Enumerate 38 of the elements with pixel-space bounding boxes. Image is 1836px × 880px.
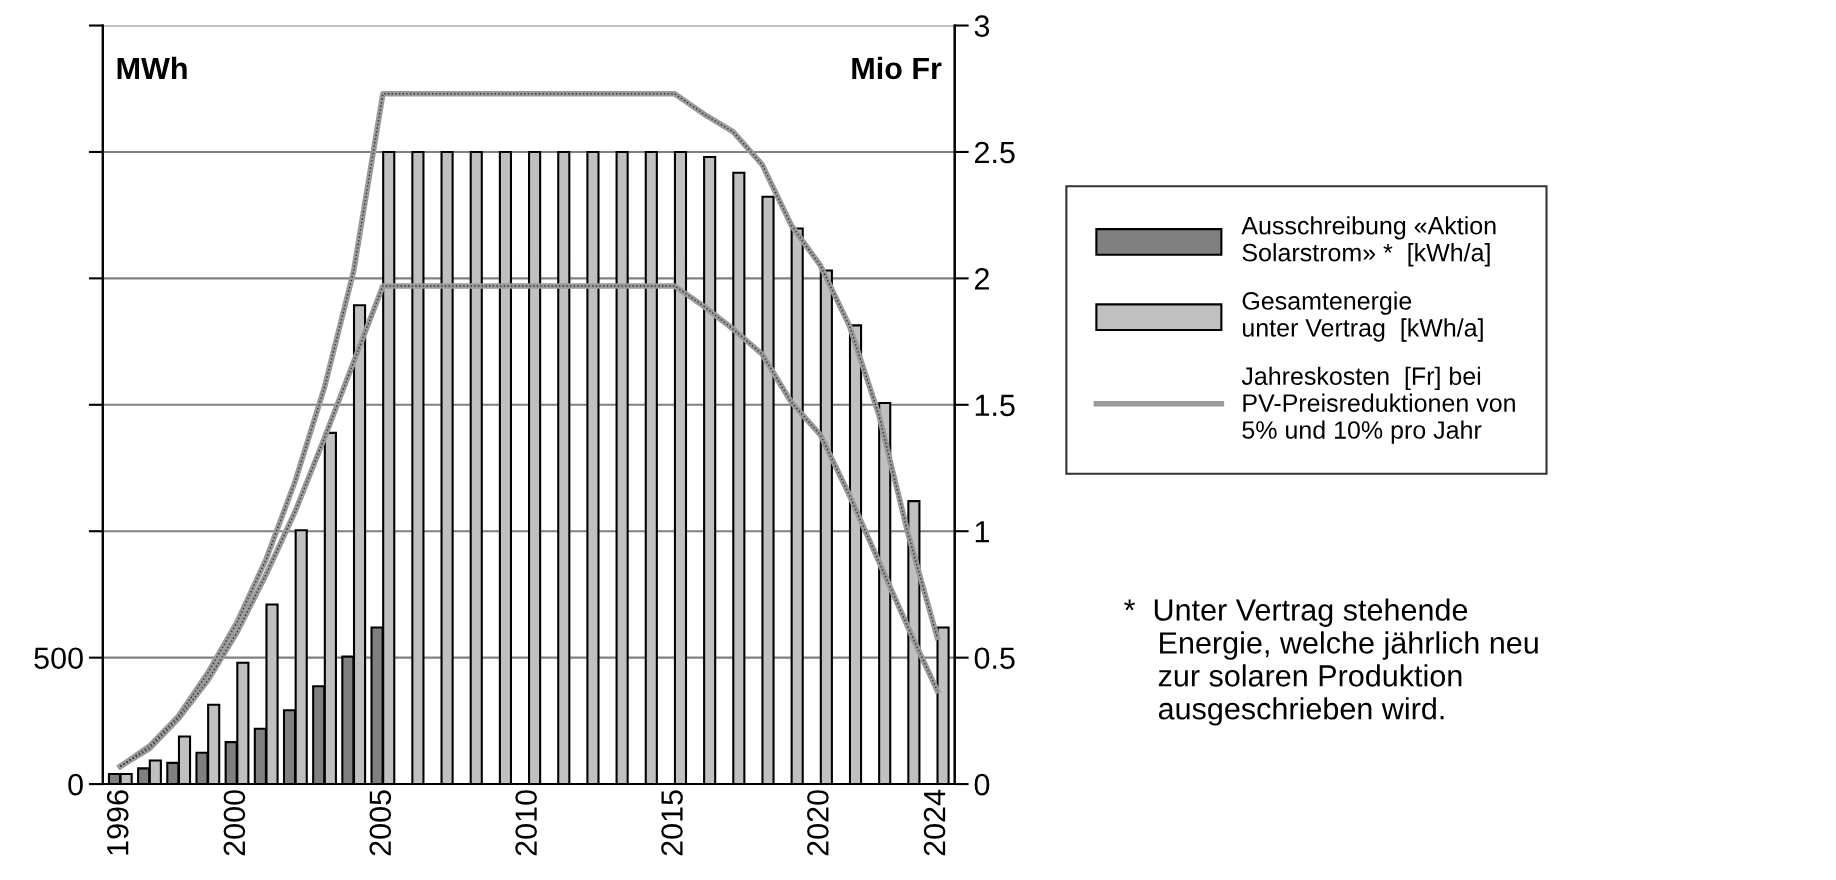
- x-tick-label: 1996: [106, 790, 129, 855]
- text: * Unter Vertrag stehende Energie, welche jährlich neu zur solaren Produktion ausgeschrieben wird.: [1124, 598, 1538, 726]
- bar: [848, 324, 863, 785]
- bar: [819, 269, 833, 785]
- bar: [790, 227, 804, 785]
- bar: [528, 150, 542, 785]
- y2-tick-label: 3: [974, 15, 990, 37]
- bar: [440, 150, 454, 785]
- y2-tick-label: 1: [975, 521, 989, 543]
- y-axis-title: MWh: [117, 56, 187, 79]
- bar: [732, 171, 746, 785]
- x-tick-label: 2015: [661, 790, 683, 856]
- bar: [411, 150, 425, 785]
- bar: [557, 150, 571, 785]
- x-tick-label: 2010: [515, 790, 537, 856]
- y2-tick-label: 2: [975, 268, 989, 290]
- y2-axis-title: Mio Fr: [852, 56, 942, 80]
- y2-tick-label: 0.5: [974, 647, 1015, 670]
- x-tick-label: 2005: [369, 790, 392, 856]
- x-tick-label: 2000: [223, 790, 246, 856]
- y2-tick-label: 0: [974, 773, 990, 796]
- y2-tick-label: 2.5: [975, 141, 1015, 164]
- y2-tick-label: 1.5: [975, 394, 1015, 417]
- x-tick-label: 2020: [807, 790, 829, 856]
- bar: [615, 150, 629, 785]
- bar: [761, 195, 775, 785]
- bar: [498, 150, 513, 785]
- bar: [644, 150, 658, 785]
- legend-label: Ausschreibung «Aktion Solarstrom» * [kWh/a]: [1241, 216, 1496, 267]
- legend-label: Jahreskosten [Fr] bei PV-Preisreduktionen von 5% und 10% pro Jahr: [1241, 366, 1515, 444]
- x-tick-label: 2024: [923, 789, 946, 856]
- bar: [936, 626, 950, 785]
- bar: [703, 155, 717, 785]
- bar: [469, 150, 483, 785]
- bar: [586, 150, 600, 785]
- bar: [673, 150, 688, 785]
- legend-label: Gesamtenergie unter Vertrag [kWh/a]: [1242, 291, 1483, 342]
- y-tick-label: 500: [34, 647, 83, 670]
